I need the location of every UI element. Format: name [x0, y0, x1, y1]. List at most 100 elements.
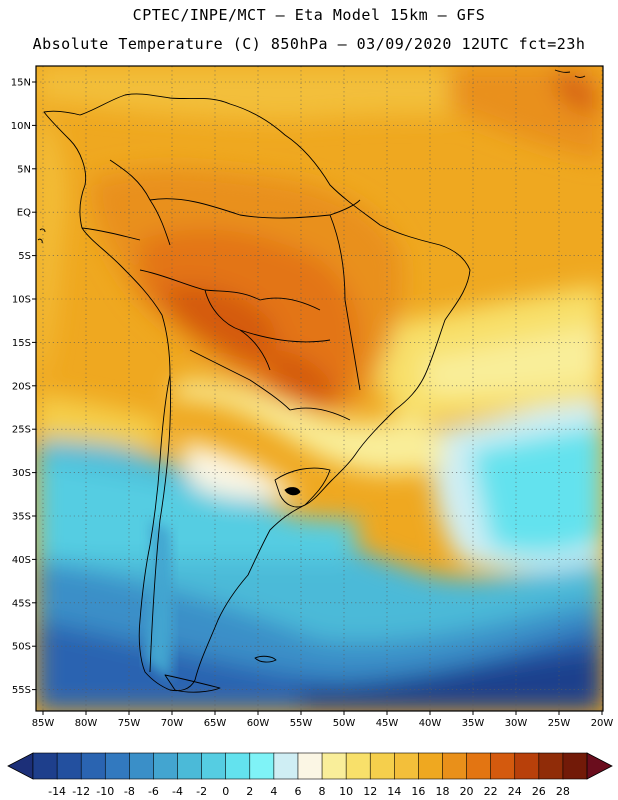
colorbar-label: -10	[96, 785, 114, 798]
lon-tick-label: 40W	[419, 718, 442, 729]
colorbar-label: -14	[48, 785, 66, 798]
colorbar-label: 12	[363, 785, 377, 798]
colorbar-label: 2	[246, 785, 253, 798]
colorbar-label: 10	[339, 785, 353, 798]
longitude-axis: 85W 80W 75W 70W 65W 60W 55W 50W 45W 40W 35W 30W 25W 2…	[32, 711, 614, 729]
caribbean-islands	[554, 69, 586, 78]
lat-tick-label: 35S	[12, 512, 31, 523]
colorbar-label: 16	[411, 785, 425, 798]
lon-tick-label: 85W	[32, 718, 55, 729]
lon-tick-label: 50W	[333, 718, 356, 729]
lon-tick-label: 80W	[75, 718, 98, 729]
lat-tick-label: 30S	[12, 468, 31, 479]
colorbar-label: 20	[460, 785, 474, 798]
political-boundaries	[37, 69, 586, 693]
colorbar-label: 0	[222, 785, 229, 798]
latitude-axis: 15N 10N 5N EQ 5S 10S 15S 20S 25S 30S 35S 40S 45S 50S 5…	[11, 78, 36, 696]
colorbar-segments	[32, 752, 588, 780]
plot-frame	[35, 65, 604, 712]
lon-tick-label: 45W	[376, 718, 399, 729]
lat-tick-label: 5N	[17, 164, 31, 175]
colorbar-segment	[201, 752, 227, 780]
lat-tick-label: EQ	[17, 208, 31, 219]
colorbar-segment	[369, 752, 395, 780]
lon-tick-label: 25W	[548, 718, 571, 729]
colorbar-label: 14	[387, 785, 401, 798]
colorbar-segment	[273, 752, 299, 780]
colorbar-segment	[297, 752, 323, 780]
colorbar-over-triangle	[586, 752, 613, 780]
lat-tick-label: 5S	[18, 251, 31, 262]
colorbar-segment	[466, 752, 492, 780]
border-colombia-venezuela	[109, 159, 171, 246]
colorbar-label: -6	[148, 785, 159, 798]
lon-tick-label: 30W	[505, 718, 528, 729]
lon-tick-label: 20W	[591, 718, 614, 729]
lat-tick-label: 40S	[12, 555, 31, 566]
colorbar-segment	[418, 752, 444, 780]
border-bolivia-paraguay	[189, 349, 291, 411]
colorbar-segment	[80, 752, 106, 780]
colorbar-segment	[345, 752, 371, 780]
colorbar-label: 18	[435, 785, 449, 798]
lat-tick-label: 20S	[12, 381, 31, 392]
andes-cold-streak	[145, 520, 173, 680]
colorbar-label: -4	[172, 785, 183, 798]
colorbar-segment	[177, 752, 203, 780]
colorbar-segment	[56, 752, 82, 780]
lon-tick-label: 60W	[247, 718, 270, 729]
colorbar-segment	[490, 752, 516, 780]
title-line-2: Absolute Temperature (C) 850hPa – 03/09/…	[32, 35, 586, 53]
colorbar-segment	[225, 752, 251, 780]
colorbar-segment	[321, 752, 347, 780]
colorbar-segment	[104, 752, 130, 780]
colorbar-segment	[514, 752, 540, 780]
colorbar-label: -12	[72, 785, 90, 798]
colorbar-label: 4	[270, 785, 277, 798]
falklands	[254, 655, 277, 663]
colorbar-label: 8	[319, 785, 326, 798]
border-ecuador-peru	[81, 227, 141, 241]
lat-tick-label: 15S	[12, 338, 31, 349]
colorbar-label: 22	[484, 785, 498, 798]
colorbar-segment	[538, 752, 564, 780]
lon-tick-label: 65W	[204, 718, 227, 729]
lat-tick-label: 55S	[12, 685, 31, 696]
colorbar-label: -8	[124, 785, 135, 798]
colorbar-under-triangle	[7, 752, 34, 780]
colorbar-segment	[153, 752, 179, 780]
colorbar-label: 24	[508, 785, 522, 798]
temperature-field	[36, 66, 603, 711]
border-brazil-states	[239, 214, 361, 421]
lon-tick-label: 75W	[118, 718, 141, 729]
border-brazil-north	[149, 198, 361, 219]
colorbar-segment	[442, 752, 468, 780]
colorbar-label: 6	[294, 785, 301, 798]
colorbar-label: -2	[196, 785, 207, 798]
border-uruguay	[274, 467, 331, 508]
colorbar-segment	[249, 752, 275, 780]
galapagos	[37, 228, 46, 244]
colorbar-segment	[32, 752, 58, 780]
lat-tick-label: 25S	[12, 425, 31, 436]
lat-tick-label: 45S	[12, 598, 31, 609]
border-peru-brazil	[139, 269, 261, 301]
lat-tick-label: 50S	[12, 642, 31, 653]
colorbar-segment	[394, 752, 419, 780]
border-argentina-chile	[149, 374, 171, 673]
south-america-coastline	[43, 93, 471, 692]
lagoa-dos-patos	[284, 487, 301, 496]
colorbar-label: 26	[532, 785, 546, 798]
lat-tick-label: 10S	[12, 295, 31, 306]
colorbar-segment	[562, 752, 588, 780]
lon-tick-label: 70W	[161, 718, 184, 729]
colorbar-label: 28	[556, 785, 570, 798]
colorbar-labels: -14 -12 -10 -8 -6 -4 -2 0 2 4 6 8 10 12 14 16 18 20 22 24 26…	[48, 785, 570, 798]
tierra-del-fuego	[164, 674, 221, 693]
title-line-1: CPTEC/INPE/MCT – Eta Model 15km – GFS	[132, 6, 486, 24]
lat-tick-label: 15N	[11, 78, 31, 89]
lat-tick-label: 10N	[11, 121, 31, 132]
colorbar-segment	[129, 752, 155, 780]
lon-tick-label: 35W	[462, 718, 485, 729]
